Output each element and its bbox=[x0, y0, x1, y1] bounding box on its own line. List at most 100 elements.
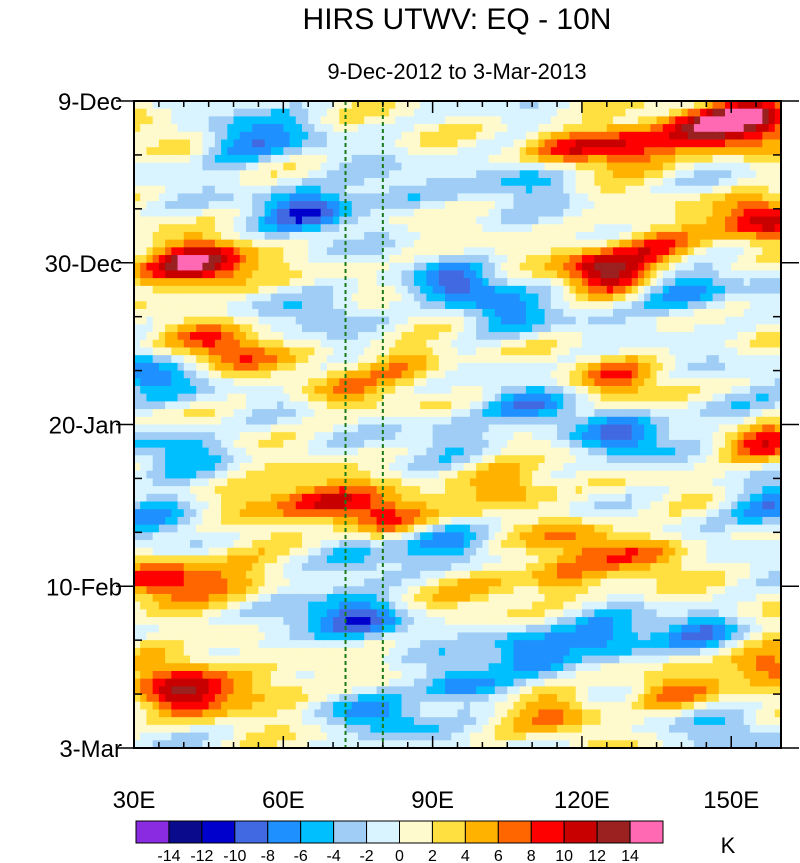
heatmap-cell bbox=[469, 409, 477, 418]
heatmap-cell bbox=[718, 455, 726, 464]
heatmap-cell bbox=[463, 455, 471, 464]
heatmap-cell bbox=[407, 424, 415, 433]
heatmap-cell bbox=[264, 147, 272, 156]
heatmap-cell bbox=[469, 339, 477, 349]
heatmap-cell bbox=[550, 347, 558, 356]
heatmap-cell bbox=[581, 409, 589, 418]
heatmap-cell bbox=[662, 285, 670, 295]
heatmap-cell bbox=[581, 124, 589, 133]
heatmap-cell bbox=[351, 332, 359, 341]
heatmap-cell bbox=[693, 270, 701, 279]
heatmap-cell bbox=[525, 108, 533, 117]
heatmap-cell bbox=[619, 147, 627, 156]
heatmap-cell bbox=[295, 278, 303, 287]
heatmap-cell bbox=[196, 324, 204, 333]
heatmap-cell bbox=[681, 116, 689, 125]
heatmap-cell bbox=[245, 355, 253, 364]
heatmap-cell bbox=[718, 439, 726, 449]
heatmap-cell bbox=[140, 278, 148, 287]
heatmap-cell bbox=[451, 385, 459, 395]
heatmap-cell bbox=[550, 101, 558, 110]
heatmap-cell bbox=[401, 378, 409, 387]
heatmap-cell bbox=[382, 339, 390, 349]
heatmap-cell bbox=[656, 116, 664, 125]
heatmap-cell bbox=[326, 239, 334, 248]
heatmap-cell bbox=[189, 255, 197, 264]
heatmap-cell bbox=[737, 278, 745, 287]
heatmap-cell bbox=[718, 432, 726, 441]
heatmap-cell bbox=[513, 170, 521, 179]
heatmap-cell bbox=[382, 170, 390, 179]
heatmap-cell bbox=[227, 393, 235, 402]
heatmap-cell bbox=[675, 231, 683, 241]
heatmap-cell bbox=[525, 339, 533, 349]
heatmap-cell bbox=[482, 231, 490, 241]
heatmap-cell bbox=[637, 347, 645, 356]
heatmap-cell bbox=[494, 101, 502, 110]
heatmap-cell bbox=[183, 370, 191, 379]
heatmap-cell bbox=[482, 409, 490, 418]
heatmap-cell bbox=[376, 247, 384, 256]
heatmap-cell bbox=[277, 147, 284, 156]
heatmap-cell bbox=[581, 308, 589, 318]
heatmap-cell bbox=[644, 355, 651, 364]
heatmap-cell bbox=[432, 439, 440, 449]
heatmap-cell bbox=[557, 131, 564, 141]
heatmap-cell bbox=[339, 378, 347, 387]
heatmap-cell bbox=[382, 308, 390, 318]
heatmap-cell bbox=[239, 216, 247, 225]
heatmap-cell bbox=[301, 131, 309, 141]
heatmap-cell bbox=[152, 308, 160, 318]
heatmap-cell bbox=[407, 355, 415, 364]
heatmap-cell bbox=[749, 316, 757, 325]
heatmap-cell bbox=[650, 424, 658, 433]
heatmap-cell bbox=[557, 139, 564, 148]
heatmap-cell bbox=[146, 239, 154, 248]
heatmap-cell bbox=[152, 108, 160, 117]
heatmap-cell bbox=[432, 355, 440, 364]
heatmap-cell bbox=[264, 355, 272, 364]
heatmap-cell bbox=[177, 185, 185, 195]
heatmap-cell bbox=[575, 139, 583, 148]
heatmap-cell bbox=[706, 216, 714, 225]
heatmap-cell bbox=[637, 178, 645, 187]
heatmap-cell bbox=[320, 193, 328, 202]
heatmap-cell bbox=[662, 401, 670, 410]
heatmap-cell bbox=[289, 332, 297, 341]
heatmap-cell bbox=[501, 124, 508, 133]
heatmap-cell bbox=[469, 270, 477, 279]
heatmap-cell bbox=[183, 316, 191, 325]
heatmap-cell bbox=[171, 231, 179, 241]
heatmap-cell bbox=[606, 162, 614, 171]
heatmap-cell bbox=[581, 401, 589, 410]
heatmap-cell bbox=[289, 293, 297, 302]
heatmap-cell bbox=[550, 262, 558, 272]
heatmap-cell bbox=[364, 201, 371, 210]
heatmap-cell bbox=[513, 285, 521, 295]
heatmap-cell bbox=[413, 393, 421, 402]
heatmap-cell bbox=[737, 247, 745, 256]
heatmap-cell bbox=[451, 131, 459, 141]
heatmap-cell bbox=[221, 170, 228, 179]
heatmap-cell bbox=[152, 262, 160, 272]
heatmap-cell bbox=[364, 355, 371, 364]
heatmap-cell bbox=[669, 255, 676, 264]
heatmap-cell bbox=[189, 231, 197, 241]
heatmap-cell bbox=[233, 347, 241, 356]
heatmap-cell bbox=[239, 385, 247, 395]
heatmap-cell bbox=[656, 139, 664, 148]
heatmap-cell bbox=[476, 154, 483, 164]
heatmap-cell bbox=[451, 393, 459, 402]
heatmap-cell bbox=[768, 131, 776, 141]
heatmap-cell bbox=[245, 101, 253, 110]
heatmap-cell bbox=[270, 162, 278, 171]
heatmap-cell bbox=[519, 162, 527, 171]
heatmap-cell bbox=[681, 362, 689, 372]
heatmap-cell bbox=[525, 324, 533, 333]
heatmap-cell bbox=[320, 301, 328, 310]
heatmap-cell bbox=[743, 378, 751, 387]
heatmap-cell bbox=[581, 347, 589, 356]
heatmap-cell bbox=[600, 101, 608, 110]
heatmap-cell bbox=[295, 339, 303, 349]
heatmap-cell bbox=[525, 424, 533, 433]
